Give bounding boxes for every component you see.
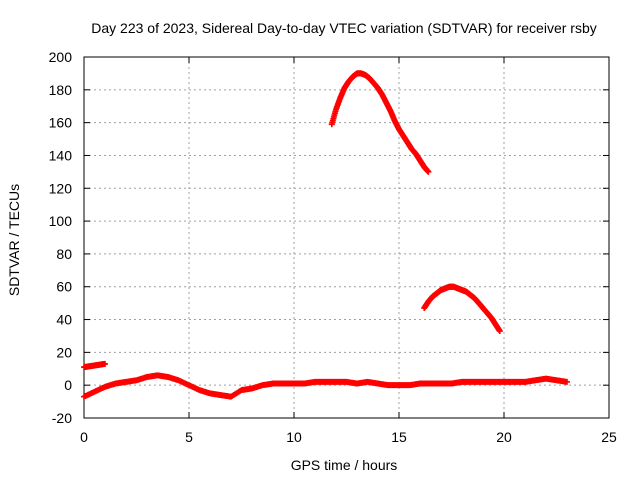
chart-title: Day 223 of 2023, Sidereal Day-to-day VTE… [91, 20, 597, 36]
data-point [425, 168, 432, 175]
data-points [81, 70, 570, 400]
y-tick-label: 60 [56, 279, 72, 295]
x-tick-label: 15 [391, 429, 407, 445]
y-tick-label: 160 [49, 115, 73, 131]
y-tick-label: 100 [49, 213, 73, 229]
series-segment-c [421, 283, 503, 335]
y-tick-label: 180 [49, 82, 73, 98]
y-tick-label: 40 [56, 312, 72, 328]
x-tick-label: 20 [496, 429, 512, 445]
y-tick-label: 200 [49, 49, 73, 65]
y-axis-label: SDTVAR / TECUs [6, 184, 22, 296]
y-tick-label: 140 [49, 147, 73, 163]
y-tick-label: 0 [64, 377, 72, 393]
series-segment-b [328, 70, 432, 175]
data-point [564, 378, 570, 385]
series-baseline [81, 372, 570, 400]
y-tick-label: 120 [49, 180, 73, 196]
y-tick-label: 20 [56, 344, 72, 360]
data-point [102, 360, 108, 367]
data-point [496, 328, 503, 335]
axis-ticks: 0 5 10 15 20 25 -20 0 20 40 60 80 100 120 140 160 180 200 [49, 49, 617, 445]
x-tick-label: 10 [286, 429, 302, 445]
x-tick-label: 5 [185, 429, 193, 445]
plot-border [83, 56, 610, 419]
y-tick-label: -20 [52, 410, 72, 426]
x-tick-label: 0 [80, 429, 88, 445]
series-segment-a [81, 360, 108, 371]
grid-lines [84, 57, 609, 418]
y-tick-label: 80 [56, 246, 72, 262]
plot-frame [83, 56, 610, 419]
x-axis-label: GPS time / hours [291, 457, 398, 473]
x-tick-label: 25 [601, 429, 617, 445]
